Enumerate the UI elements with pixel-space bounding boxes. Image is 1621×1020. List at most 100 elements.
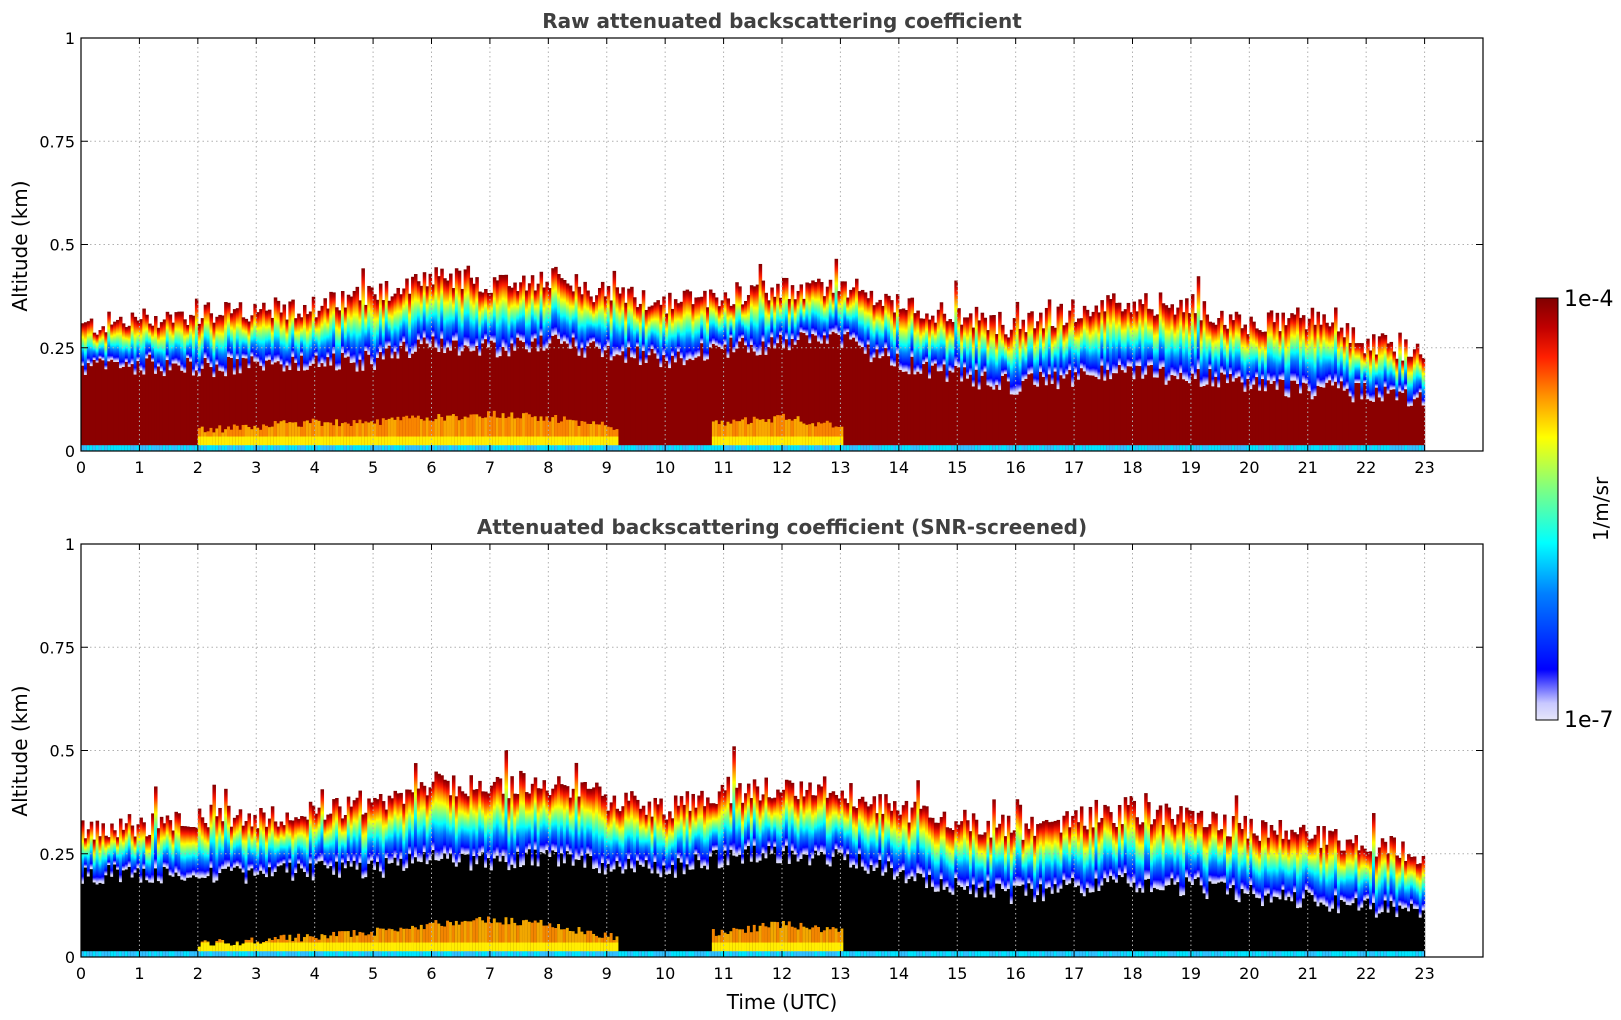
heatmap-core [735, 856, 739, 957]
heatmap-surface [866, 445, 871, 451]
heatmap-surface [913, 445, 917, 451]
heatmap-lower-band [793, 418, 798, 447]
heatmap-column [942, 811, 947, 890]
heatmap-column [1401, 360, 1405, 393]
heatmap-column [276, 826, 281, 867]
heatmap-column [749, 798, 754, 862]
heatmap-column [288, 820, 292, 863]
heatmap-lower-band [411, 436, 415, 447]
heatmap-core [1164, 384, 1169, 451]
heatmap-lower-band [320, 425, 325, 447]
heatmap-column [107, 311, 111, 362]
heatmap-core [1243, 893, 1248, 957]
heatmap-surface [203, 445, 208, 451]
heatmap-lower-band [787, 921, 792, 953]
heatmap-core [720, 349, 725, 451]
heatmap-core [1088, 892, 1093, 957]
heatmap-column [612, 270, 617, 357]
heatmap-lower-band [305, 436, 310, 447]
heatmap-core [168, 370, 173, 451]
heatmap-surface [691, 445, 695, 451]
heatmap-surface [928, 445, 932, 451]
heatmap-surface [580, 445, 584, 451]
heatmap-surface [145, 951, 149, 957]
heatmap-surface [1310, 445, 1315, 451]
heatmap-core [186, 357, 190, 451]
heatmap-lower-band [352, 930, 357, 953]
heatmap-surface [419, 951, 424, 957]
heatmap-column [472, 789, 476, 857]
heatmap-lower-band [466, 921, 471, 953]
heatmap-column [110, 324, 114, 360]
heatmap-lower-band [227, 436, 231, 447]
heatmap-surface [668, 445, 672, 451]
heatmap-column [1304, 329, 1309, 384]
heatmap-core [1225, 383, 1230, 451]
heatmap-column [802, 796, 806, 855]
heatmap-core [431, 850, 436, 957]
heatmap-column [355, 286, 360, 372]
heatmap-column [291, 299, 295, 357]
heatmap-column [1132, 800, 1137, 883]
heatmap-surface [971, 445, 976, 451]
heatmap-core [191, 875, 196, 957]
heatmap-surface [1363, 445, 1367, 451]
heatmap-core [498, 356, 503, 451]
heatmap-lower-band [422, 436, 427, 447]
heatmap-surface [784, 951, 789, 957]
heatmap-lower-band [530, 436, 535, 447]
heatmap-column [1150, 824, 1154, 893]
heatmap-surface [1369, 951, 1373, 957]
heatmap-core [1357, 383, 1361, 451]
heatmap-column [1190, 810, 1195, 885]
heatmap-surface [212, 951, 216, 957]
heatmap-lower-band [481, 418, 485, 447]
heatmap-surface [434, 951, 438, 957]
heatmap-surface [203, 951, 208, 957]
heatmap-surface [1310, 951, 1315, 957]
heatmap-core [212, 882, 216, 957]
heatmap-column [332, 292, 336, 354]
heatmap-lower-band [422, 929, 427, 953]
heatmap-core [1322, 387, 1326, 451]
heatmap-surface [1103, 445, 1107, 451]
heatmap-surface [998, 445, 1002, 451]
heatmap-lower-band [770, 422, 774, 447]
heatmap-surface [282, 445, 287, 451]
heatmap-surface [86, 951, 91, 957]
heatmap-column [720, 784, 725, 868]
heatmap-column [1036, 321, 1040, 387]
heatmap-column [583, 281, 587, 358]
heatmap-surface [1021, 951, 1026, 957]
heatmap-column [1307, 839, 1312, 893]
heatmap-core [101, 360, 105, 451]
heatmap-column [951, 321, 955, 373]
heatmap-surface [1182, 951, 1186, 957]
heatmap-surface [1249, 445, 1253, 451]
heatmap-surface [767, 445, 771, 451]
heatmap-core [881, 356, 885, 451]
heatmap-lower-band [770, 942, 774, 953]
heatmap-lower-band [367, 422, 371, 447]
heatmap-core [247, 368, 252, 451]
heatmap-core [773, 348, 777, 451]
heatmap-surface [688, 445, 693, 451]
heatmap-column [1363, 353, 1367, 383]
heatmap-lower-band [335, 436, 339, 447]
heatmap-surface [1316, 951, 1321, 957]
heatmap-core [1307, 892, 1312, 957]
heatmap-lower-band [297, 426, 301, 447]
heatmap-surface [1278, 951, 1283, 957]
heatmap-surface [954, 445, 958, 451]
heatmap-core [565, 851, 570, 957]
heatmap-core [773, 846, 777, 957]
heatmap-column [595, 295, 599, 347]
heatmap-core [1398, 905, 1402, 957]
heatmap-core [238, 373, 243, 451]
heatmap-column [1138, 299, 1142, 367]
heatmap-core [1027, 883, 1031, 957]
heatmap-core [478, 355, 482, 451]
heatmap-lower-band [215, 942, 219, 953]
heatmap-lower-band [332, 931, 336, 953]
heatmap-core [679, 358, 684, 451]
